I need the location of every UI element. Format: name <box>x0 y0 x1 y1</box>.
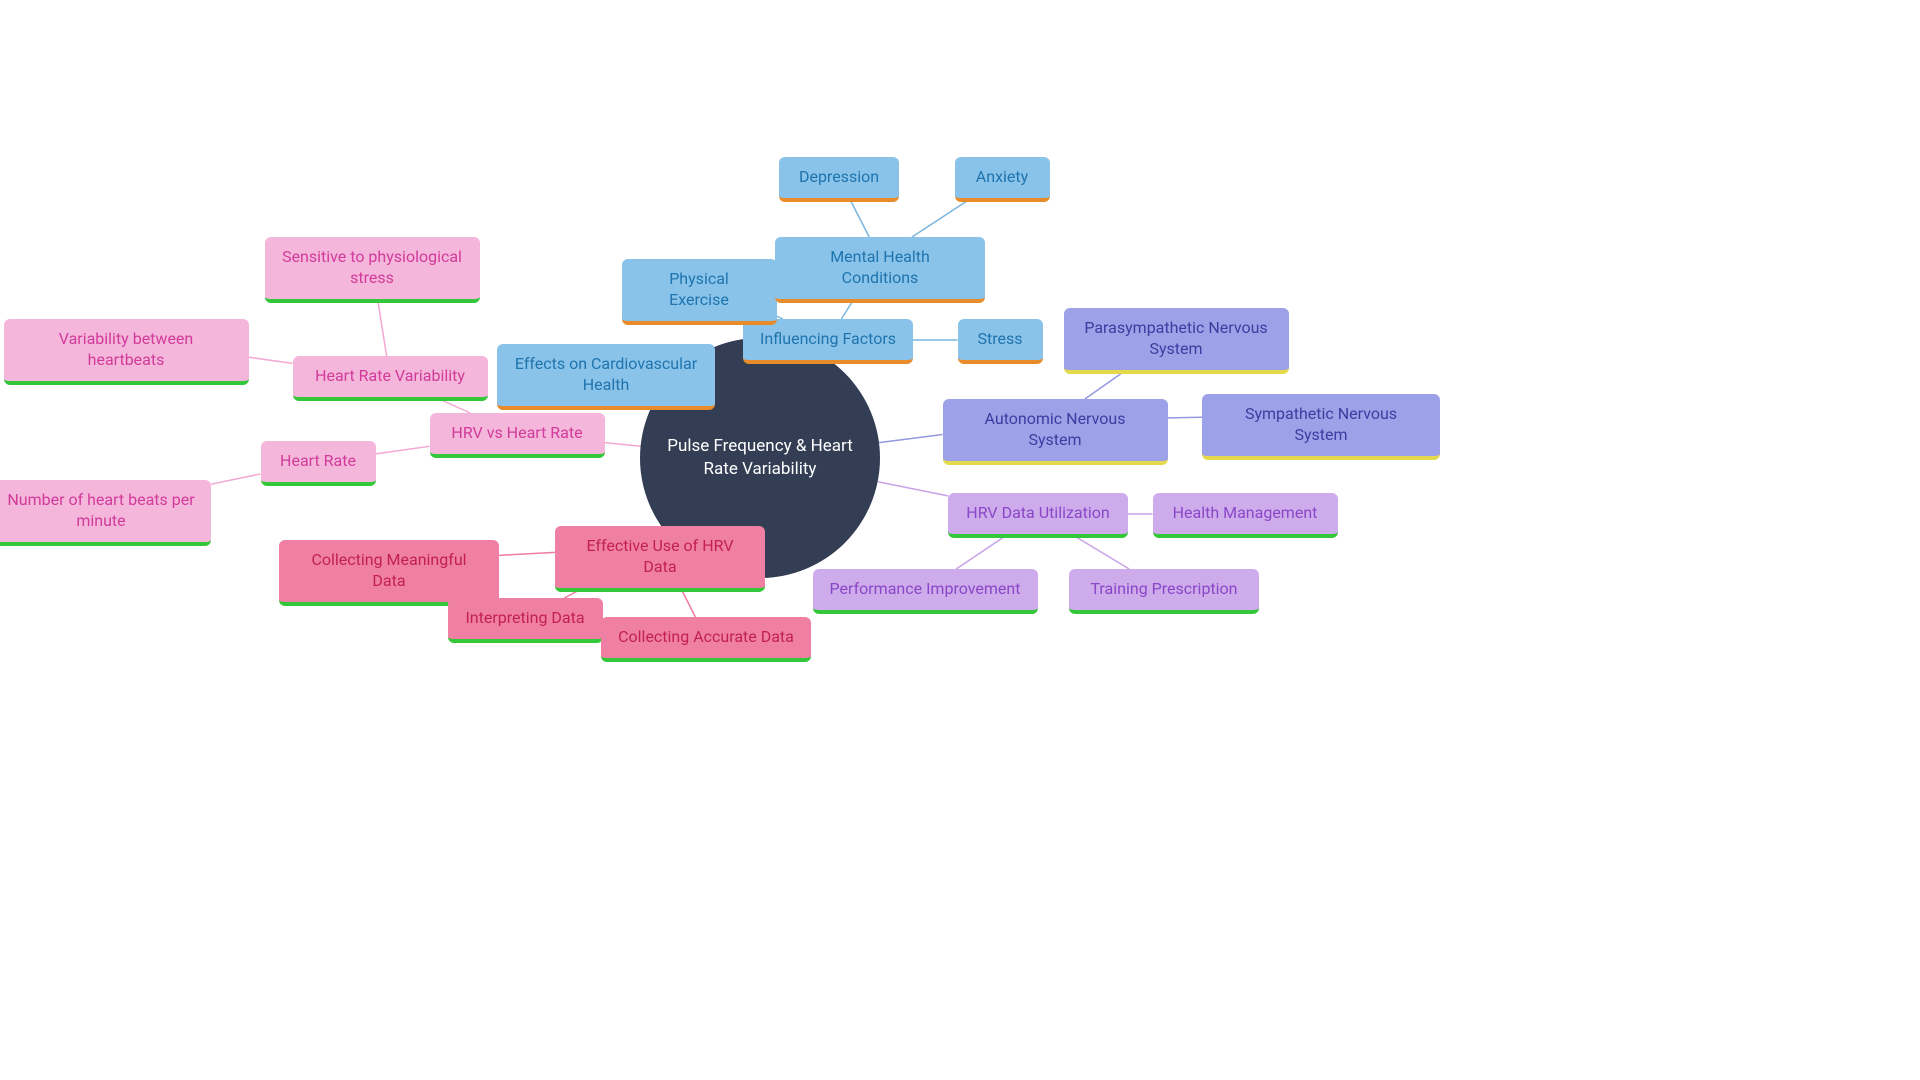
node-label: Stress <box>977 329 1022 350</box>
node-label: Heart Rate <box>280 451 356 472</box>
edge <box>912 199 970 237</box>
node-label: Parasympathetic Nervous System <box>1080 318 1273 360</box>
edge <box>956 535 1007 569</box>
edge <box>1168 417 1203 418</box>
node-label: Physical Exercise <box>638 269 761 311</box>
node-label: Interpreting Data <box>465 608 584 629</box>
node-collect-meaning: Collecting Meaningful Data <box>279 540 499 606</box>
edge <box>1073 535 1129 569</box>
node-effective-use: Effective Use of HRV Data <box>555 526 765 592</box>
node-variability: Variability between heartbeats <box>4 319 249 385</box>
edge <box>499 552 555 555</box>
edge <box>879 434 942 442</box>
mindmap-canvas: Pulse Frequency & Heart Rate Variability… <box>0 0 1920 1080</box>
edge <box>605 443 641 447</box>
node-label: Collecting Meaningful Data <box>295 550 483 592</box>
node-label: Collecting Accurate Data <box>618 627 794 648</box>
node-label: HRV Data Utilization <box>966 503 1109 524</box>
node-label: Number of heart beats per minute <box>7 490 195 532</box>
node-label: Anxiety <box>976 167 1028 188</box>
edge <box>249 357 293 363</box>
node-stress: Stress <box>958 319 1043 364</box>
node-anxiety: Anxiety <box>955 157 1050 202</box>
node-label: Mental Health Conditions <box>791 247 969 289</box>
node-depression: Depression <box>779 157 899 202</box>
edge <box>850 199 869 237</box>
node-cardio: Effects on Cardiovascular Health <box>497 344 715 410</box>
node-training: Training Prescription <box>1069 569 1259 614</box>
node-sensitive: Sensitive to physiological stress <box>265 237 480 303</box>
edge <box>376 446 430 454</box>
node-hr: Heart Rate <box>261 441 376 486</box>
node-physical: Physical Exercise <box>622 259 777 325</box>
node-label: Autonomic Nervous System <box>959 409 1152 451</box>
node-label: Training Prescription <box>1090 579 1237 600</box>
node-hrv-vs-hr: HRV vs Heart Rate <box>430 413 605 458</box>
node-label: Heart Rate Variability <box>315 366 465 387</box>
edge <box>878 482 948 496</box>
node-data-util: HRV Data Utilization <box>948 493 1128 538</box>
node-label: Depression <box>799 167 879 188</box>
node-influencing: Influencing Factors <box>743 319 913 364</box>
edge <box>211 474 261 484</box>
node-interpret: Interpreting Data <box>448 598 603 643</box>
node-health-mgmt: Health Management <box>1153 493 1338 538</box>
node-label: HRV vs Heart Rate <box>451 423 582 444</box>
node-label: Sympathetic Nervous System <box>1218 404 1424 446</box>
node-hrv: Heart Rate Variability <box>293 356 488 401</box>
node-ans: Autonomic Nervous System <box>943 399 1168 465</box>
node-label: Effective Use of HRV Data <box>571 536 749 578</box>
node-collect-accurate: Collecting Accurate Data <box>601 617 811 662</box>
node-label: Effects on Cardiovascular Health <box>513 354 699 396</box>
center-node-label: Pulse Frequency & Heart Rate Variability <box>660 435 860 481</box>
node-label: Performance Improvement <box>830 579 1021 600</box>
node-mental: Mental Health Conditions <box>775 237 985 303</box>
node-sym: Sympathetic Nervous System <box>1202 394 1440 460</box>
node-label: Sensitive to physiological stress <box>281 247 464 289</box>
node-label: Influencing Factors <box>760 329 896 350</box>
node-bpm: Number of heart beats per minute <box>0 480 211 546</box>
node-label: Variability between heartbeats <box>20 329 233 371</box>
node-parasym: Parasympathetic Nervous System <box>1064 308 1289 374</box>
node-perf: Performance Improvement <box>813 569 1038 614</box>
node-label: Health Management <box>1173 503 1318 524</box>
